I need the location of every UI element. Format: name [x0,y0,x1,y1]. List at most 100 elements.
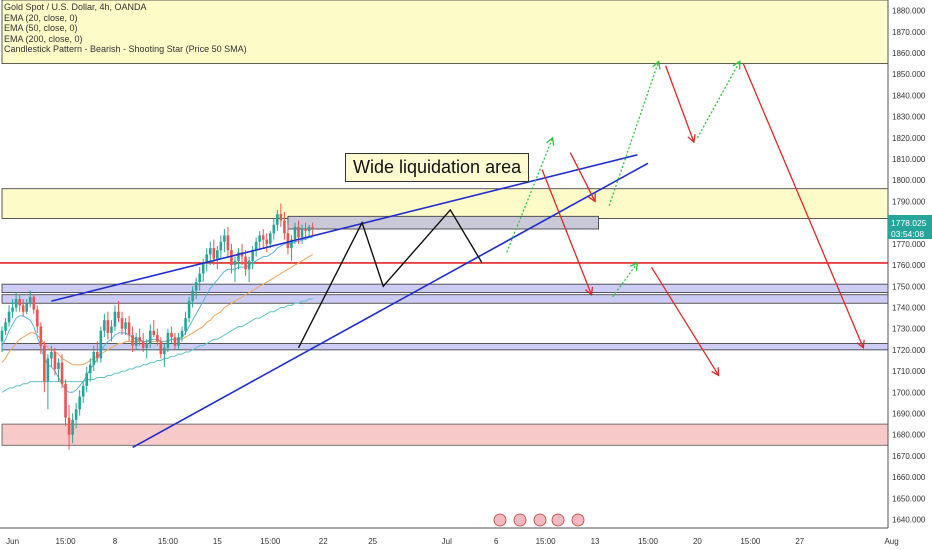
candle-body[interactable] [300,229,304,238]
candle-body[interactable] [39,326,43,346]
candle-body[interactable] [247,260,251,270]
candle-body[interactable] [88,364,92,374]
candle-body[interactable] [4,322,7,331]
candle-body[interactable] [74,409,78,420]
candle-body[interactable] [60,362,64,384]
candle-body[interactable] [124,322,127,329]
candle-body[interactable] [25,303,29,312]
projection-arrow[interactable] [608,61,660,206]
candle-body[interactable] [177,337,180,346]
candle-body[interactable] [138,337,141,342]
candle-body[interactable] [251,250,254,261]
candle-body[interactable] [230,250,233,266]
candle-body[interactable] [223,235,226,242]
candle-body[interactable] [307,226,311,232]
candle-body[interactable] [194,282,198,291]
projection-arrow[interactable] [541,169,593,295]
candle-body[interactable] [21,305,25,312]
candle-body[interactable] [279,214,283,221]
candle-body[interactable] [219,241,223,251]
candle-body[interactable] [32,296,36,310]
projection-arrow[interactable] [612,262,638,298]
candle-body[interactable] [286,233,290,249]
candle-body[interactable] [11,307,14,312]
projection-arrow[interactable] [569,152,596,202]
candle-body[interactable] [99,330,103,359]
candle-body[interactable] [71,419,74,435]
economic-event-flag-icon[interactable] [493,513,507,527]
candle-body[interactable] [18,298,21,306]
economic-event-flag-icon[interactable] [551,513,565,527]
projection-arrow[interactable] [696,61,741,139]
candle-body[interactable] [201,262,205,274]
candle-body[interactable] [212,248,216,259]
candle-body[interactable] [173,337,177,346]
candle-body[interactable] [297,226,300,238]
candle-body[interactable] [187,301,191,319]
candle-body[interactable] [244,256,247,270]
candle-body[interactable] [148,330,152,344]
candle-body[interactable] [265,239,269,244]
candle-body[interactable] [92,352,96,365]
legend-ema50[interactable]: EMA (50, close, 0) [4,23,78,33]
candle-body[interactable] [205,254,209,263]
candle-body[interactable] [120,318,124,329]
candle-body[interactable] [276,214,279,225]
candle-body[interactable] [117,311,120,319]
zone-rect[interactable] [1,423,889,446]
candle-body[interactable] [28,296,32,304]
trend-line[interactable] [51,154,638,302]
candle-body[interactable] [50,352,53,359]
candle-body[interactable] [134,337,138,346]
zone-rect[interactable] [1,0,889,65]
candle-body[interactable] [57,362,60,369]
candle-body[interactable] [290,239,293,249]
candle-body[interactable] [180,330,184,338]
zone-rect[interactable] [1,283,889,294]
candle-body[interactable] [131,335,134,346]
candle-body[interactable] [304,229,307,232]
candle-body[interactable] [106,320,110,333]
candle-body[interactable] [46,358,50,382]
candle-body[interactable] [103,320,106,331]
trend-line[interactable] [132,162,649,449]
candle-body[interactable] [85,373,89,386]
candle-body[interactable] [96,352,99,359]
candle-body[interactable] [191,290,194,302]
candle-body[interactable] [226,235,230,251]
candle-body[interactable] [184,318,187,331]
candle-body[interactable] [163,347,166,355]
candle-body[interactable] [64,383,67,418]
last-price-tag[interactable] [888,215,932,240]
candle-body[interactable] [7,311,11,323]
candle-body[interactable] [36,309,39,327]
zigzag-pattern[interactable] [297,208,483,349]
candle-body[interactable] [268,233,272,244]
projection-arrow[interactable] [506,137,554,253]
zone-rect[interactable] [1,294,889,304]
candle-body[interactable] [170,332,173,338]
candle-body[interactable] [293,226,297,240]
candle-body[interactable] [81,385,85,397]
candle-body[interactable] [67,417,71,435]
candle-body[interactable] [233,260,237,266]
economic-event-flag-icon[interactable] [513,513,527,527]
candle-body[interactable] [152,330,156,336]
candle-body[interactable] [43,345,46,382]
candle-body[interactable] [159,341,163,355]
projection-arrow[interactable] [665,65,695,143]
candle-body[interactable] [198,273,201,283]
candle-body[interactable] [272,224,276,234]
economic-event-flag-icon[interactable] [533,513,547,527]
projection-arrow[interactable] [742,63,864,349]
candle-body[interactable] [166,332,170,348]
candle-body[interactable] [311,226,314,230]
candle-body[interactable] [14,298,18,308]
candle-body[interactable] [237,252,240,261]
candle-body[interactable] [145,343,149,348]
zone-rect[interactable] [287,215,599,230]
candle-body[interactable] [113,311,117,327]
candle-body[interactable] [78,396,81,410]
candle-body[interactable] [141,341,145,348]
candle-body[interactable] [127,322,131,336]
